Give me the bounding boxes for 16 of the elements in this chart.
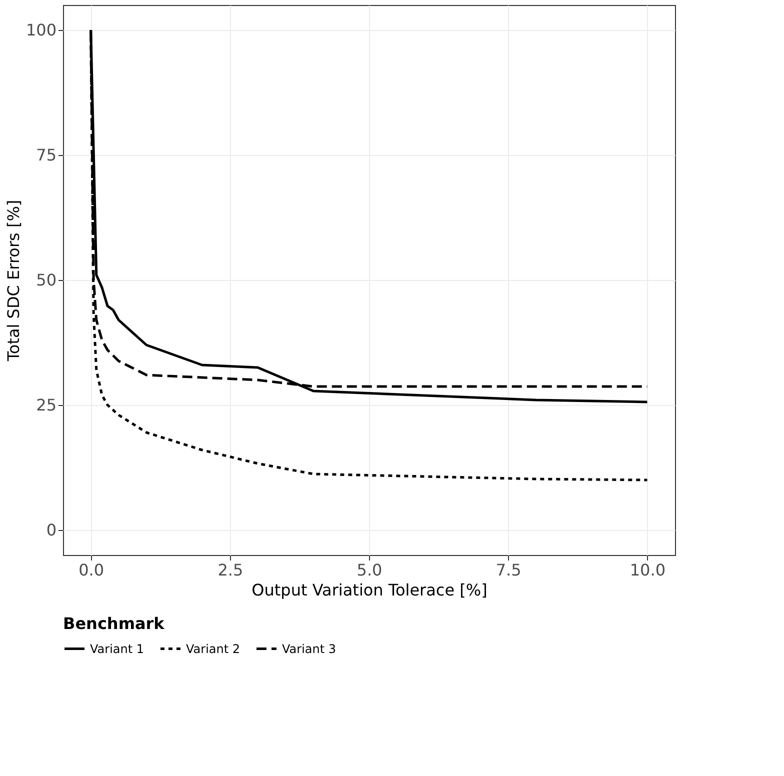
legend-label: Variant 2 — [186, 642, 240, 656]
x-tick-label: 10.0 — [630, 560, 666, 580]
legend-label: Variant 3 — [282, 642, 336, 656]
legend-title: Benchmark — [63, 614, 165, 633]
x-tick-label: 7.5 — [496, 560, 522, 580]
y-tick-label: 75 — [36, 146, 56, 164]
y-axis-title: Total SDC Errors [%] — [4, 200, 23, 362]
y-tick-label: 0 — [46, 520, 56, 540]
y-tick-label: 50 — [36, 270, 56, 290]
y-tick-label: 100 — [26, 20, 56, 40]
legend-label: Variant 1 — [90, 642, 144, 656]
y-tick-label: 25 — [36, 396, 56, 414]
x-tick-label: 2.5 — [218, 560, 244, 580]
x-axis-title: Output Variation Tolerace [%] — [252, 580, 488, 600]
x-tick-label: 5.0 — [356, 560, 382, 580]
x-tick-label: 0.0 — [78, 560, 104, 580]
